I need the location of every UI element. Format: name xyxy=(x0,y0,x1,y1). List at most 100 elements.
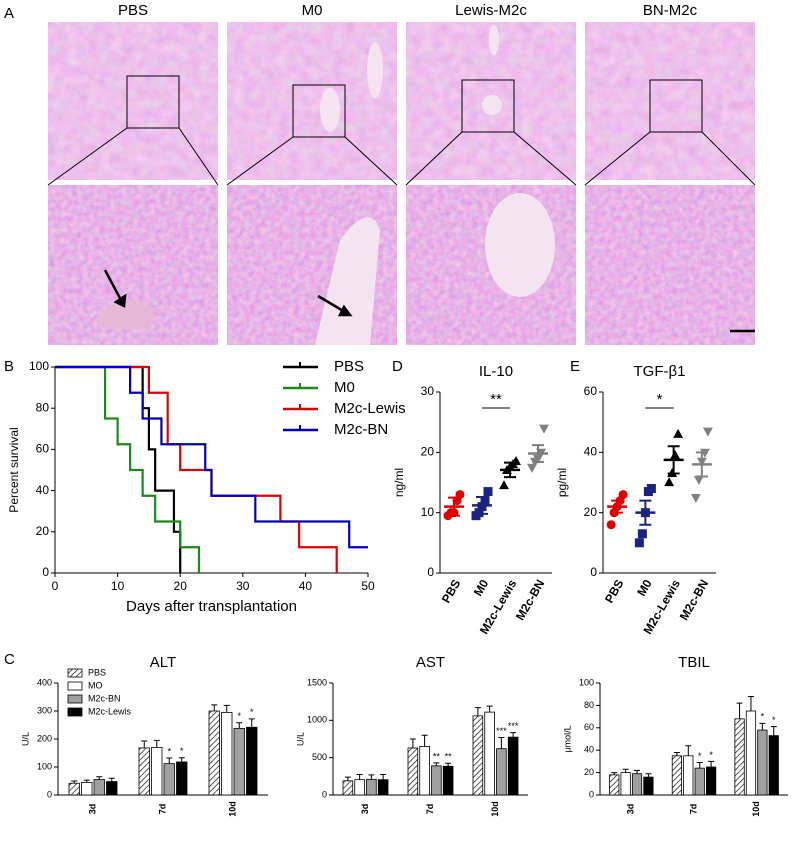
sem-bar xyxy=(695,451,708,478)
y-tick-label: 100 xyxy=(579,677,594,687)
data-point xyxy=(693,475,704,485)
y-axis-label: μmol/L xyxy=(562,725,572,752)
error-bar xyxy=(673,751,680,756)
data-point xyxy=(702,427,713,437)
error-bar xyxy=(445,762,452,767)
error-bar xyxy=(96,776,103,780)
significance-star: ** xyxy=(445,752,453,762)
error-bar xyxy=(409,738,416,748)
x-tick-label: 7d xyxy=(425,804,435,815)
significance-star: * xyxy=(180,746,184,756)
panel-letter: E xyxy=(570,358,580,375)
error-bar xyxy=(685,745,692,756)
bar xyxy=(507,736,519,796)
bar xyxy=(683,755,694,796)
bar xyxy=(757,729,768,796)
data-point xyxy=(527,463,537,473)
x-tick-label: 10d xyxy=(490,801,500,817)
y-tick-label: 20 xyxy=(421,445,435,459)
error-bar xyxy=(344,776,351,781)
image-label: M0 xyxy=(302,2,323,19)
y-tick-label: 300 xyxy=(37,705,52,715)
x-tick-label: 10 xyxy=(111,579,125,593)
y-tick-label: 20 xyxy=(584,767,594,777)
data-point xyxy=(634,538,644,548)
panel-letter: C xyxy=(4,651,15,668)
bar xyxy=(419,746,430,796)
y-tick-label: 20 xyxy=(584,505,598,519)
bar xyxy=(609,774,620,796)
chart-title: AST xyxy=(416,654,445,671)
x-tick-label: M0 xyxy=(471,577,492,599)
legend-swatch xyxy=(67,668,83,678)
bar xyxy=(484,711,495,796)
bar xyxy=(246,726,258,796)
y-tick-label: 40 xyxy=(584,745,594,755)
y-tick-label: 40 xyxy=(584,445,598,459)
panel-letter: B xyxy=(4,358,14,375)
legend-swatch xyxy=(67,707,83,717)
error-bar xyxy=(433,762,440,766)
survival-curve xyxy=(55,365,368,549)
error-bar xyxy=(645,773,652,778)
error-bar xyxy=(736,702,743,719)
bar xyxy=(407,747,419,796)
significance-label: ** xyxy=(490,391,502,408)
data-point xyxy=(606,520,616,530)
bar xyxy=(366,778,377,796)
y-tick-label: 100 xyxy=(37,761,52,771)
bar xyxy=(643,776,654,796)
error-bar xyxy=(368,774,375,780)
legend-label: M0 xyxy=(334,379,355,396)
chart-title: ALT xyxy=(150,654,176,671)
significance-star: * xyxy=(772,715,776,725)
legend-label: PBS xyxy=(88,667,106,677)
bar xyxy=(496,748,507,796)
image-label: Lewis-M2c xyxy=(455,2,527,19)
bar xyxy=(151,747,163,796)
sem-bar xyxy=(504,461,516,479)
histology-images xyxy=(48,22,755,345)
y-tick-label: 0 xyxy=(322,789,327,799)
x-tick-label: M0 xyxy=(634,577,655,599)
significance-star: * xyxy=(761,712,765,722)
significance-star: * xyxy=(167,746,171,756)
bar xyxy=(442,765,454,796)
significance-star: * xyxy=(250,707,254,717)
data-point xyxy=(690,493,701,503)
data-point xyxy=(483,487,493,497)
bar xyxy=(68,782,80,796)
data-point xyxy=(539,424,549,434)
x-tick-label: PBS xyxy=(439,577,463,605)
y-tick-label: 100 xyxy=(29,359,49,373)
y-tick-label: 0 xyxy=(47,789,52,799)
error-bar xyxy=(510,732,517,738)
y-axis-label: U/L xyxy=(20,732,30,746)
y-tick-label: 60 xyxy=(584,722,594,732)
chart-title: IL-10 xyxy=(479,363,513,380)
y-tick-label: 80 xyxy=(36,400,50,414)
data-point xyxy=(499,480,509,490)
legend-label: M2c-Lewis xyxy=(334,400,406,417)
survival-curve xyxy=(55,365,182,573)
y-tick-label: 1000 xyxy=(307,715,327,725)
error-bar xyxy=(622,768,629,773)
error-bar xyxy=(236,722,243,729)
significance-label: * xyxy=(657,391,663,408)
data-point xyxy=(646,484,656,494)
y-tick-label: 30 xyxy=(421,384,435,398)
error-bar xyxy=(474,707,481,716)
error-bar xyxy=(178,757,185,762)
error-bar xyxy=(759,722,766,731)
error-bar xyxy=(356,773,363,780)
error-bar xyxy=(166,757,173,764)
chart-title: TBIL xyxy=(678,654,710,671)
error-bar xyxy=(708,760,715,767)
legend-label: M2c-Lewis xyxy=(88,706,132,716)
zoom-boxes xyxy=(47,75,756,186)
legend-label: M2c-BN xyxy=(88,693,121,703)
bar xyxy=(472,715,484,796)
x-tick-label: 7d xyxy=(157,804,167,815)
y-axis-label: Percent survival xyxy=(7,427,21,512)
